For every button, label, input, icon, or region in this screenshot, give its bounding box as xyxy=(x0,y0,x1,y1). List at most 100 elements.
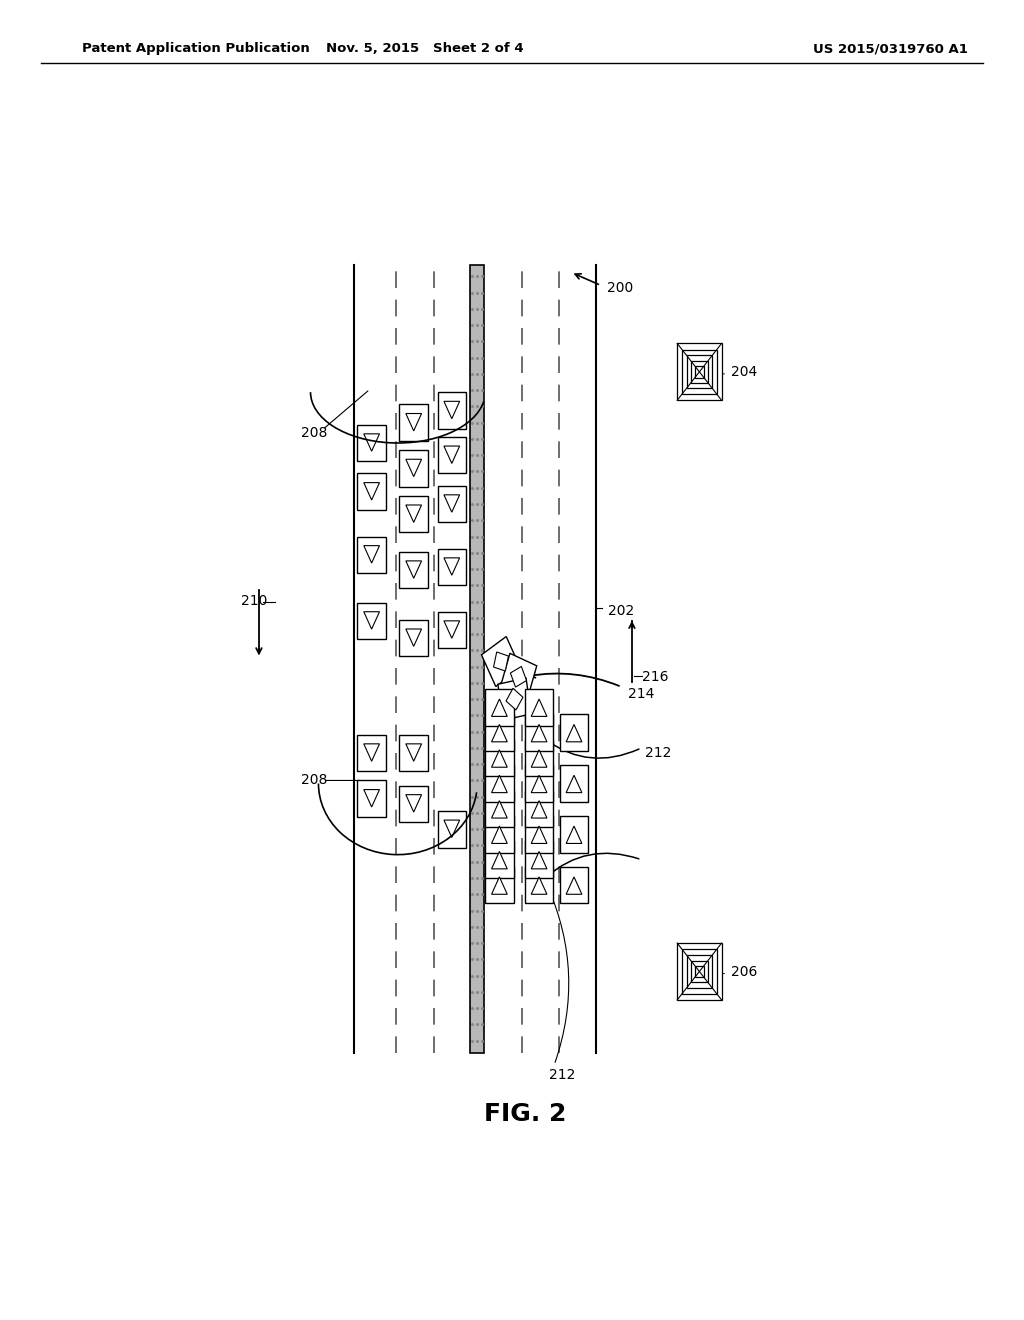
Text: 208: 208 xyxy=(301,774,328,788)
Text: 212: 212 xyxy=(645,746,672,760)
Bar xyxy=(560,766,588,801)
Bar xyxy=(357,425,386,461)
Bar xyxy=(437,611,466,648)
Bar xyxy=(357,474,386,510)
Bar xyxy=(524,766,553,801)
Polygon shape xyxy=(510,667,526,688)
Bar xyxy=(485,689,514,726)
Polygon shape xyxy=(531,851,547,869)
Text: 216: 216 xyxy=(642,669,669,684)
Bar xyxy=(481,636,520,686)
Text: 208: 208 xyxy=(301,426,328,440)
Bar xyxy=(357,780,386,817)
Text: 204: 204 xyxy=(731,364,758,379)
Bar xyxy=(524,841,553,878)
Polygon shape xyxy=(444,620,460,639)
Bar xyxy=(485,714,514,751)
Polygon shape xyxy=(492,851,507,869)
Text: 200: 200 xyxy=(606,281,633,296)
Bar xyxy=(686,355,713,388)
Bar xyxy=(682,350,717,395)
Polygon shape xyxy=(406,744,422,762)
Bar xyxy=(682,949,717,994)
Bar xyxy=(399,450,428,487)
Polygon shape xyxy=(506,688,523,710)
Bar xyxy=(524,689,553,726)
Bar xyxy=(498,678,531,721)
Polygon shape xyxy=(364,545,380,564)
Polygon shape xyxy=(492,801,507,818)
Polygon shape xyxy=(531,725,547,742)
Bar xyxy=(524,791,553,828)
Bar xyxy=(437,437,466,474)
Bar xyxy=(691,362,708,383)
Bar xyxy=(357,735,386,771)
Bar xyxy=(695,966,703,977)
Polygon shape xyxy=(364,483,380,500)
Polygon shape xyxy=(531,700,547,717)
Bar xyxy=(399,496,428,532)
Bar xyxy=(485,867,514,903)
Bar xyxy=(437,392,466,429)
Bar xyxy=(485,816,514,853)
Bar xyxy=(470,265,484,1053)
Text: 202: 202 xyxy=(608,603,635,618)
Polygon shape xyxy=(566,775,582,792)
Polygon shape xyxy=(406,630,422,647)
Bar xyxy=(437,486,466,523)
Bar xyxy=(677,343,722,400)
Text: 210: 210 xyxy=(241,594,267,607)
Bar xyxy=(437,810,466,847)
Text: Nov. 5, 2015   Sheet 2 of 4: Nov. 5, 2015 Sheet 2 of 4 xyxy=(327,42,523,55)
Polygon shape xyxy=(364,611,380,630)
Text: 206: 206 xyxy=(731,965,758,978)
Text: 212: 212 xyxy=(549,1068,575,1082)
Polygon shape xyxy=(531,750,547,767)
Polygon shape xyxy=(406,795,422,812)
Bar xyxy=(485,766,514,801)
Polygon shape xyxy=(444,495,460,512)
Bar xyxy=(524,816,553,853)
Bar xyxy=(560,867,588,903)
Bar xyxy=(686,954,713,989)
Polygon shape xyxy=(566,876,582,894)
Bar xyxy=(399,735,428,771)
Polygon shape xyxy=(364,434,380,451)
Polygon shape xyxy=(531,876,547,894)
Bar xyxy=(524,714,553,751)
Bar xyxy=(399,620,428,656)
Bar xyxy=(357,536,386,573)
Text: Patent Application Publication: Patent Application Publication xyxy=(82,42,309,55)
Polygon shape xyxy=(406,506,422,523)
Polygon shape xyxy=(444,558,460,576)
Bar xyxy=(485,791,514,828)
Polygon shape xyxy=(444,820,460,837)
Polygon shape xyxy=(364,789,380,807)
Polygon shape xyxy=(566,725,582,742)
Bar xyxy=(437,549,466,585)
Polygon shape xyxy=(492,826,507,843)
Bar xyxy=(399,552,428,589)
Polygon shape xyxy=(492,725,507,742)
Polygon shape xyxy=(566,826,582,843)
Polygon shape xyxy=(531,826,547,843)
Bar xyxy=(485,739,514,776)
Text: US 2015/0319760 A1: US 2015/0319760 A1 xyxy=(813,42,969,55)
Polygon shape xyxy=(406,459,422,477)
Polygon shape xyxy=(494,652,508,671)
Bar xyxy=(691,961,708,982)
Bar xyxy=(524,867,553,903)
Polygon shape xyxy=(531,801,547,818)
Bar xyxy=(485,841,514,878)
Polygon shape xyxy=(406,561,422,578)
Text: 214: 214 xyxy=(628,686,654,701)
Polygon shape xyxy=(444,401,460,418)
Polygon shape xyxy=(364,744,380,762)
Bar xyxy=(677,942,722,1001)
Polygon shape xyxy=(492,700,507,717)
Text: FIG. 2: FIG. 2 xyxy=(483,1102,566,1126)
Bar xyxy=(524,739,553,776)
Bar xyxy=(399,785,428,822)
Bar xyxy=(500,653,537,700)
Polygon shape xyxy=(531,775,547,792)
